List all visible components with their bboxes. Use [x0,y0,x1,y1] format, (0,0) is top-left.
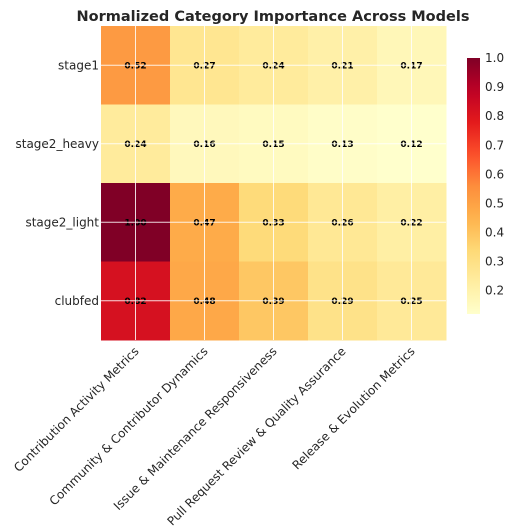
row-label: clubfed [55,294,99,308]
colorbar-tick-label: 0.4 [485,226,504,240]
column-label: Release & Evolution Metrics [289,344,417,472]
colorbar-tick-label: 0.9 [485,80,504,94]
row-label: stage2_heavy [16,137,100,151]
colorbar: 0.2 0.3 0.4 0.5 0.6 0.7 0.8 0.9 1.0 [467,51,504,314]
colorbar-tick-label: 0.2 [485,284,504,298]
heatmap-gridlines [101,26,446,340]
colorbar-tick-label: 0.8 [485,109,504,123]
colorbar-tick-label: 0.3 [485,255,504,269]
column-label: Contribution Activity Metrics [11,344,142,475]
chart-title: Normalized Category Importance Across Mo… [77,9,470,25]
row-label: stage1 [58,58,99,72]
colorbar-tick-label: 0.5 [485,196,504,210]
row-label: stage2_light [25,215,99,229]
colorbar-tick-label: 1.0 [485,51,504,65]
column-label: Community & Contributor Dynamics [47,344,211,508]
colorbar-tick-label: 0.7 [485,138,504,152]
colorbar-gradient [467,58,480,314]
colorbar-tick-label: 0.6 [485,167,504,181]
